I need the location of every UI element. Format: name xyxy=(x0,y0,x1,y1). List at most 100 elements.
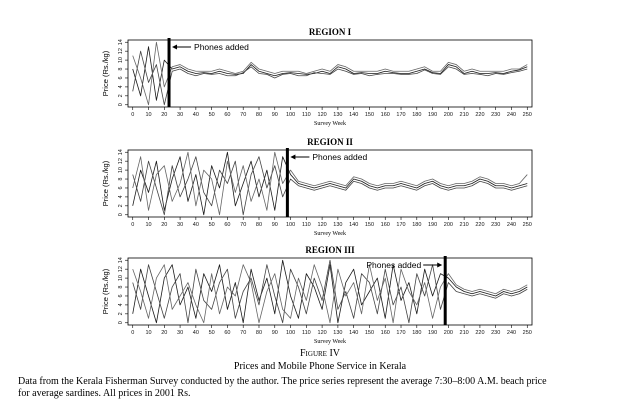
x-tick-label: 200 xyxy=(444,330,453,336)
x-tick-label: 200 xyxy=(444,112,453,118)
annotation: Phones added xyxy=(312,152,367,162)
annotation-arrowhead xyxy=(437,262,443,268)
x-tick-label: 140 xyxy=(349,222,358,228)
x-tick-label: 170 xyxy=(396,330,405,336)
x-tick-label: 190 xyxy=(428,330,437,336)
y-tick-label: 8 xyxy=(118,178,124,181)
x-tick-label: 120 xyxy=(318,222,327,228)
annotation-arrowhead xyxy=(172,44,178,50)
x-tick-label: 70 xyxy=(240,330,246,336)
y-tick-label: 12 xyxy=(118,48,124,54)
x-tick-label: 240 xyxy=(507,222,516,228)
annotation-arrowhead xyxy=(290,154,296,160)
x-axis-label: Survey Week xyxy=(314,121,346,127)
x-tick-label: 40 xyxy=(193,222,199,228)
x-tick-label: 230 xyxy=(491,112,500,118)
y-tick-label: 14 xyxy=(118,149,124,155)
x-tick-label: 220 xyxy=(475,330,484,336)
y-tick-label: 0 xyxy=(118,103,124,106)
x-tick-label: 0 xyxy=(131,112,134,118)
price-line xyxy=(132,151,528,216)
plot-frame xyxy=(127,149,533,218)
annotation: Phones added xyxy=(366,260,421,270)
x-tick-label: 150 xyxy=(365,222,374,228)
x-axis-label: Survey Week xyxy=(314,339,346,345)
x-tick-label: 50 xyxy=(209,330,215,336)
x-tick-label: 90 xyxy=(272,112,278,118)
y-tick-label: 2 xyxy=(118,94,124,97)
chart-title: REGION I xyxy=(309,27,352,37)
y-tick-label: 10 xyxy=(118,57,124,63)
x-tick-label: 30 xyxy=(177,112,183,118)
x-tick-label: 20 xyxy=(161,112,167,118)
x-tick-label: 220 xyxy=(475,112,484,118)
y-tick-label: 14 xyxy=(118,257,124,263)
price-line xyxy=(132,41,528,106)
x-tick-label: 240 xyxy=(507,112,516,118)
y-tick-label: 4 xyxy=(118,303,124,306)
y-tick-label: 8 xyxy=(118,286,124,289)
y-axis-label: Price (Rs./kg) xyxy=(101,160,110,206)
y-tick-label: 4 xyxy=(118,195,124,198)
x-tick-label: 90 xyxy=(272,330,278,336)
x-tick-label: 50 xyxy=(209,222,215,228)
chart-title: REGION III xyxy=(305,245,355,255)
price-line xyxy=(132,46,528,101)
y-tick-label: 10 xyxy=(118,167,124,173)
x-tick-label: 170 xyxy=(396,112,405,118)
x-tick-label: 250 xyxy=(523,112,532,118)
x-tick-label: 40 xyxy=(193,330,199,336)
x-tick-label: 50 xyxy=(209,112,215,118)
x-tick-label: 0 xyxy=(131,222,134,228)
annotation: Phones added xyxy=(194,42,249,52)
y-axis-label: Price (Rs./kg) xyxy=(101,50,110,96)
x-tick-label: 0 xyxy=(131,330,134,336)
y-tick-label: 12 xyxy=(118,266,124,272)
x-tick-label: 210 xyxy=(460,222,469,228)
x-tick-label: 210 xyxy=(460,330,469,336)
price-line xyxy=(132,151,528,216)
x-tick-label: 40 xyxy=(193,112,199,118)
y-tick-label: 0 xyxy=(118,321,124,324)
x-tick-label: 180 xyxy=(412,112,421,118)
x-tick-label: 60 xyxy=(224,112,230,118)
x-tick-label: 170 xyxy=(396,222,405,228)
x-tick-label: 100 xyxy=(286,112,295,118)
x-tick-label: 30 xyxy=(177,330,183,336)
x-tick-label: 80 xyxy=(256,330,262,336)
y-tick-label: 12 xyxy=(118,158,124,164)
x-tick-label: 180 xyxy=(412,330,421,336)
x-tick-label: 140 xyxy=(349,112,358,118)
x-tick-label: 10 xyxy=(145,112,151,118)
y-tick-label: 6 xyxy=(118,76,124,79)
x-axis-label: Survey Week xyxy=(314,231,346,237)
x-tick-label: 160 xyxy=(381,222,390,228)
x-tick-label: 20 xyxy=(161,330,167,336)
x-tick-label: 80 xyxy=(256,222,262,228)
x-tick-label: 100 xyxy=(286,330,295,336)
x-tick-label: 110 xyxy=(302,330,311,336)
x-tick-label: 210 xyxy=(460,112,469,118)
chart-title: REGION II xyxy=(307,137,353,147)
plot-frame xyxy=(127,39,533,108)
x-tick-label: 20 xyxy=(161,222,167,228)
y-tick-label: 0 xyxy=(118,213,124,216)
y-axis-label: Price (Rs./kg) xyxy=(101,268,110,314)
x-tick-label: 70 xyxy=(240,222,246,228)
y-tick-label: 14 xyxy=(118,39,124,45)
x-tick-label: 130 xyxy=(333,222,342,228)
x-tick-label: 160 xyxy=(381,112,390,118)
x-tick-label: 190 xyxy=(428,222,437,228)
x-tick-label: 110 xyxy=(302,112,311,118)
x-tick-label: 200 xyxy=(444,222,453,228)
x-tick-label: 250 xyxy=(523,222,532,228)
y-tick-label: 4 xyxy=(118,85,124,88)
x-tick-label: 150 xyxy=(365,112,374,118)
x-tick-label: 150 xyxy=(365,330,374,336)
figure-note: Data from the Kerala Fisherman Survey co… xyxy=(18,376,547,387)
x-tick-label: 190 xyxy=(428,112,437,118)
x-tick-label: 80 xyxy=(256,112,262,118)
x-tick-label: 250 xyxy=(523,330,532,336)
price-line xyxy=(132,259,528,324)
